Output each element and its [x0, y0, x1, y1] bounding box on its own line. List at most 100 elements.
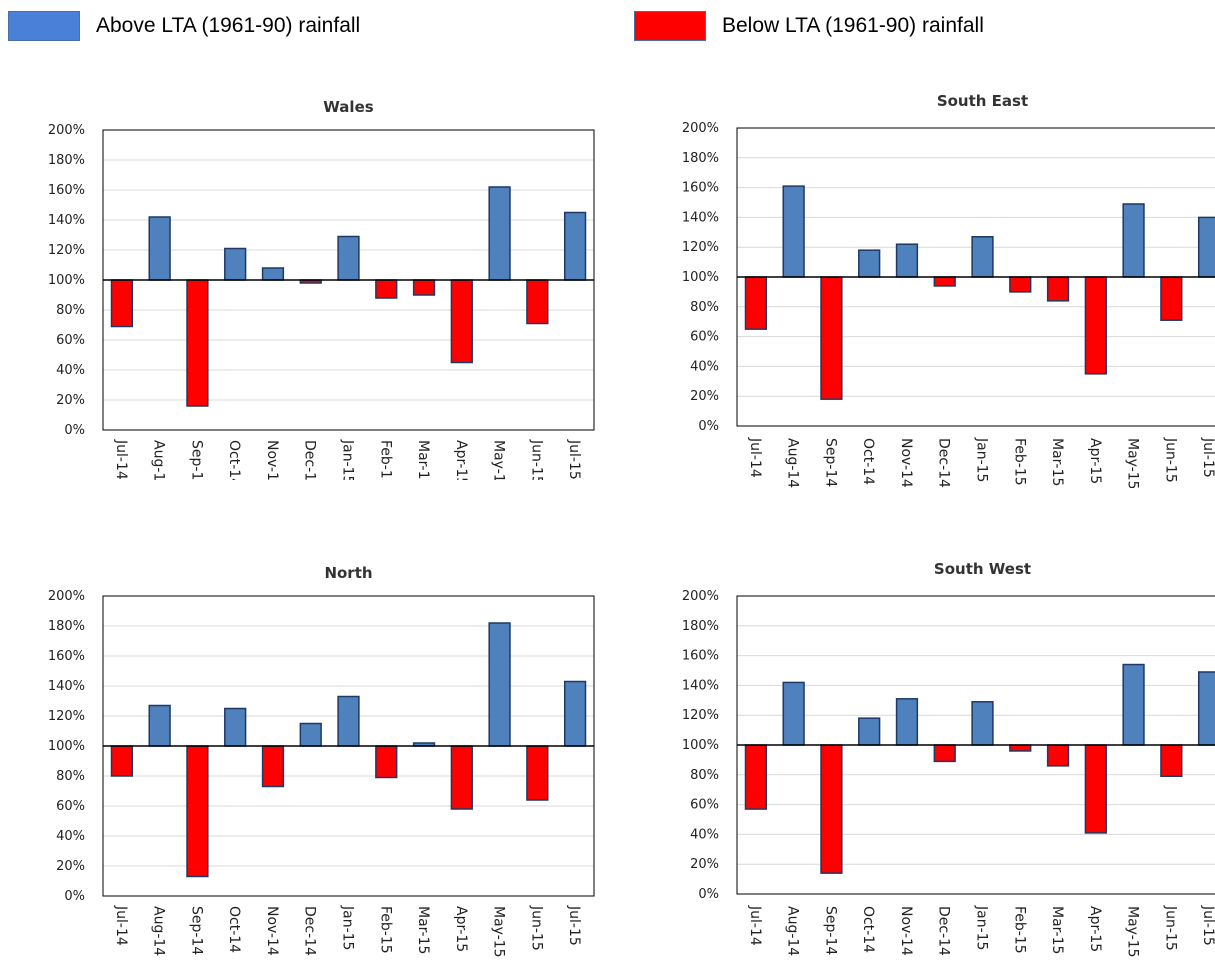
x-tick-label: Nov-14	[264, 906, 280, 956]
x-tick-label: Jul-15	[566, 905, 582, 946]
y-tick-label: 180%	[682, 619, 719, 634]
bar-below	[186, 279, 209, 407]
y-tick-label: 100%	[682, 270, 719, 285]
y-tick-label: 80%	[690, 300, 719, 315]
bar-below	[526, 745, 549, 801]
y-tick-label: 120%	[48, 709, 85, 724]
bar-above	[337, 235, 360, 281]
x-tick-label: Sep-14	[188, 906, 204, 955]
bar-above	[971, 701, 994, 746]
y-tick-label: 200%	[682, 589, 719, 604]
x-tick-label: Apr-15	[1087, 438, 1103, 484]
x-tick-label: Jul-14	[113, 439, 129, 480]
x-tick-label: Sep-14	[822, 438, 838, 487]
legend-above: Above LTA (1961-90) rainfall	[8, 10, 360, 42]
y-tick-label: 60%	[56, 333, 85, 348]
bar-above	[488, 622, 511, 747]
bar-above	[1122, 203, 1145, 278]
x-tick-label: May-15	[1125, 906, 1141, 958]
bar-above	[1122, 663, 1145, 746]
bar-above	[971, 236, 994, 278]
bar-below	[1084, 276, 1107, 375]
x-tick-label: May-15	[491, 906, 507, 958]
x-tick-label: Sep-14	[188, 440, 204, 480]
y-tick-label: 200%	[48, 589, 85, 604]
y-tick-label: 160%	[48, 649, 85, 664]
x-tick-label: Jan-15	[974, 905, 990, 950]
legend-swatch-above	[8, 11, 80, 41]
y-tick-label: 60%	[690, 330, 719, 345]
bar-above	[1197, 216, 1215, 278]
x-tick-label: Jun-15	[1162, 905, 1178, 951]
bar-above	[148, 216, 171, 281]
bar-below	[412, 279, 436, 296]
chart-wales: Wales 0% 20% 40% 60% 80% 100% 120% 140% 160% 180% 2…	[48, 98, 595, 480]
y-tick-label: 180%	[682, 151, 719, 166]
bar-above	[224, 247, 247, 281]
y-tick-label: 180%	[48, 619, 85, 634]
bar-below	[110, 745, 134, 777]
y-tick-label: 20%	[690, 389, 719, 404]
bar-below	[1009, 744, 1032, 752]
x-tick-label: May-15	[1125, 438, 1141, 488]
y-tick-label: 80%	[56, 303, 85, 318]
x-tick-label: Jun-15	[528, 439, 544, 480]
x-tick-label: Dec-14	[302, 906, 318, 956]
y-tick-label: 20%	[56, 859, 85, 874]
y-tick-label: 40%	[690, 827, 719, 842]
y-tick-label: 40%	[690, 359, 719, 374]
y-tick-label: 200%	[682, 121, 719, 136]
y-tick-label: 160%	[682, 181, 719, 196]
x-tick-label: Mar-15	[1049, 906, 1065, 954]
y-tick-label: 140%	[682, 678, 719, 693]
chart-north: North 0% 20% 40% 60% 80% 100% 120% 140% 160% 180% 2…	[48, 564, 595, 958]
bar-above	[261, 267, 285, 281]
y-tick-label: 40%	[56, 363, 85, 378]
bar-below	[1160, 276, 1183, 321]
bar-below	[1009, 276, 1032, 293]
bar-below	[933, 744, 956, 763]
x-tick-label: Sep-14	[822, 906, 838, 955]
chart-title: Wales	[323, 98, 373, 116]
bar-above	[224, 707, 247, 747]
bar-above	[895, 243, 919, 278]
y-tick-label: 60%	[690, 798, 719, 813]
x-tick-label: Apr-15	[1087, 906, 1103, 952]
y-tick-label: 120%	[682, 240, 719, 255]
bar-above	[895, 698, 919, 746]
y-tick-label: 0%	[698, 419, 719, 434]
x-tick-label: Feb-15	[377, 906, 393, 954]
x-tick-label: Aug-14	[151, 440, 167, 480]
bar-above	[563, 680, 587, 747]
x-tick-label: Oct-14	[226, 906, 242, 953]
y-tick-label: 160%	[48, 183, 85, 198]
bar-below	[261, 745, 285, 788]
bar-above	[858, 717, 881, 746]
y-tick-label: 80%	[56, 769, 85, 784]
bar-below	[820, 276, 843, 400]
bar-above	[1197, 671, 1215, 746]
bar-above	[563, 211, 587, 281]
bar-below	[1046, 744, 1070, 767]
x-tick-label: Jul-14	[113, 905, 129, 946]
bar-below	[375, 745, 398, 779]
bar-below	[186, 745, 209, 878]
bar-below	[1084, 744, 1107, 834]
y-tick-label: 20%	[56, 393, 85, 408]
y-tick-label: 0%	[64, 423, 85, 438]
x-tick-label: Feb-15	[1011, 906, 1027, 954]
y-tick-label: 140%	[682, 210, 719, 225]
bar-above	[299, 722, 322, 747]
y-tick-label: 180%	[48, 153, 85, 168]
y-tick-label: 100%	[682, 738, 719, 753]
x-tick-label: Jan-15	[974, 437, 990, 482]
x-tick-label: Nov-14	[264, 440, 280, 480]
x-tick-label: Oct-14	[860, 438, 876, 485]
x-tick-label: Jul-14	[747, 437, 763, 478]
x-tick-label: Jul-15	[1200, 437, 1215, 478]
legend-below: Below LTA (1961-90) rainfall	[634, 10, 984, 42]
bar-below	[744, 276, 768, 330]
x-tick-label: Apr-15	[453, 906, 469, 952]
chart-south-east: South East 0% 20% 40% 60% 80% 100% 120% 140% 160%…	[682, 92, 1215, 488]
bar-below	[450, 279, 473, 364]
